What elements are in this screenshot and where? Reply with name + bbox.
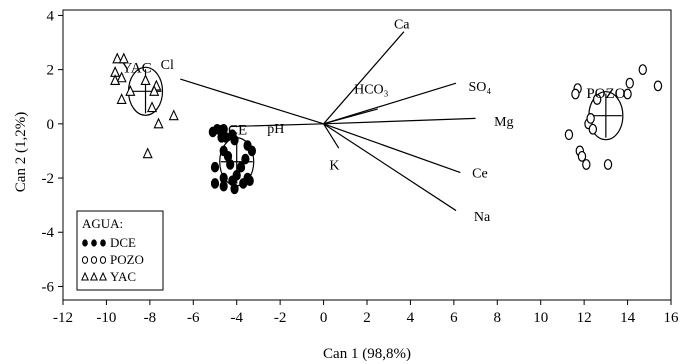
dce-point [236,161,246,173]
yac-point [140,74,151,86]
legend-pozo-marker [90,256,98,264]
x-tick-label: 0 [320,310,328,326]
data-points [110,52,663,195]
vector-label: Cl [161,58,174,73]
x-tick-label: -12 [53,310,73,326]
yac-point [153,117,164,129]
x-tick-label: 4 [407,310,415,326]
pozo-point [586,113,595,124]
pozo-point [638,64,647,76]
pozo-point [571,88,580,100]
legend-pozo-marker [99,256,107,264]
y-tick-label: -4 [42,225,55,241]
pozo-point [592,94,602,105]
x-tick-label: -6 [187,310,200,326]
y-tick-label: 2 [47,63,55,79]
vector-mg-line [323,117,476,125]
vector-label: Ce [472,167,488,182]
vector-label: K [329,158,339,173]
dce-point [226,159,235,170]
dce-point [239,178,248,189]
y-tick-label: -2 [42,171,55,187]
vector-so-line [323,82,457,125]
x-tick-label: -2 [274,310,287,326]
legend-yac-marker [99,271,107,281]
vector-ce-line [323,123,461,174]
vector-label: Na [474,210,491,225]
legend-pozo-label: POZO [110,252,144,267]
vector-ph-line [230,123,324,128]
vector-label: Ca [394,18,410,33]
x-tick-label: 16 [664,310,680,326]
dce-point [219,180,228,192]
yac-point [142,147,153,159]
pozo-point [564,129,574,141]
chart-labels: Cl pH Ca HCO₃ SO₄ Mg K Ce Na DCE POZO YAC [122,18,626,225]
x-tick-label: 10 [533,310,548,326]
vector-label: HCO₃ [354,83,389,98]
legend-dce-marker [91,239,97,247]
pozo-point [623,88,632,100]
y-axis-label: Can 2 (1,2%) [13,112,29,192]
axis-ticks: -12 -10 -8 -6 -4 -2 0 2 4 6 8 10 12 14 16 -6 -4 -2 0 2 4 [42,8,680,326]
yac-point [112,52,123,64]
legend-yac-marker [81,271,89,281]
x-tick-label: -8 [144,310,157,326]
x-tick-label: -4 [230,310,243,326]
y-tick-label: 4 [47,8,55,24]
dce-point [230,183,239,195]
legend-yac-marker [90,271,98,281]
yac-group-label: YAC [122,60,152,76]
pozo-point [577,150,587,162]
vector-cl-line [180,78,324,125]
yac-point [168,109,179,121]
x-tick-label: 8 [494,310,502,326]
yac-point [118,52,129,64]
pozo-point [603,159,613,170]
vector-label: SO₄ [469,80,492,95]
dce-point [210,161,220,173]
dce-point [230,134,239,146]
y-tick-label: -6 [42,279,55,295]
yac-point [116,71,127,83]
legend-dce-marker [82,239,88,247]
yac-point [146,101,158,113]
vector-ca-line [323,31,405,125]
yac-point [116,93,127,104]
legend: AGUA: DCE POZO YAC [76,210,164,291]
dce-point [210,178,220,189]
pozo-point [582,159,591,170]
vector-na-line [323,123,457,212]
vector-label: pH [267,122,284,137]
y-tick-label: 0 [47,117,55,133]
pozo-point [653,80,663,92]
yac-point [149,85,160,96]
pozo-point [625,77,634,89]
dce-group-label: DCE [217,123,247,139]
x-tick-label: 6 [450,310,458,326]
legend-dce-label: DCE [110,235,136,250]
pozo-group-label: POZO [586,86,625,102]
x-tick-label: 2 [363,310,371,326]
legend-title: AGUA: [82,216,123,231]
dce-point [247,145,257,157]
x-tick-label: 12 [577,310,592,326]
vector-label: Mg [494,115,513,130]
dce-point [241,153,250,165]
loading-vectors [180,31,476,212]
pozo-point [588,123,598,135]
legend-yac-label: YAC [110,269,136,284]
legend-pozo-marker [81,256,89,264]
x-tick-label: 14 [620,310,636,326]
x-tick-label: -10 [96,310,116,326]
yac-point [125,85,136,96]
legend-dce-marker [100,239,106,247]
yac-point [110,74,121,86]
legend-box [76,210,164,291]
vector-k-line [323,123,340,149]
x-axis-label: Can 1 (98,8%) [323,346,411,362]
